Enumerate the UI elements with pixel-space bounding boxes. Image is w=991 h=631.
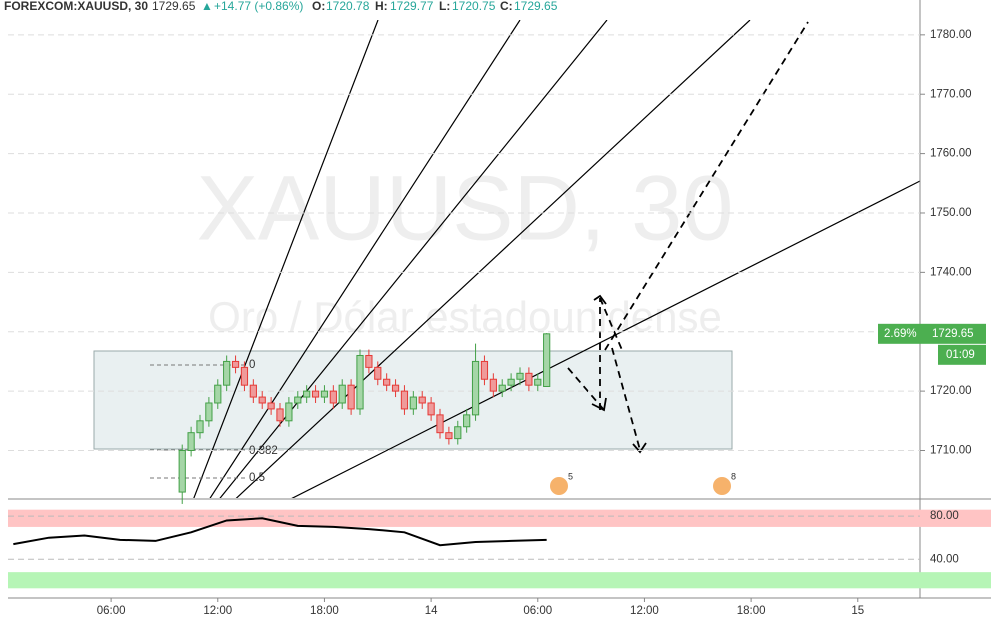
l: 1720.75 [452,0,496,13]
candle-body [471,360,480,416]
indicator-line [13,517,547,547]
x-tick-label: 12:00 [203,605,232,617]
candle-body [480,360,489,380]
event-count: 8 [731,471,736,481]
candle-body [294,396,302,404]
y-tick-label: 1750.00 [930,207,972,219]
candle-body [436,414,444,434]
indicator-band [8,572,991,589]
candle-body [365,354,373,368]
candle-body [303,390,311,398]
symbol: FOREXCOM:XAUUSD, 30 [4,0,148,13]
candle-body [356,354,364,410]
candle-body [427,402,435,416]
change-label-box [878,323,920,344]
y-tick-label: 1710.00 [930,445,972,457]
l-label: L: [439,0,450,13]
candle-body [374,366,382,380]
c: 1729.65 [514,0,558,13]
candle-body [454,426,462,440]
candle-body [525,372,533,386]
candle-body [214,384,222,404]
x-tick-label: 15 [851,605,864,617]
event-icons [548,475,733,497]
candle-body [285,402,293,422]
y-tick-label: 1760.00 [930,148,972,160]
price-label: 1729.65 [932,328,974,340]
candle-body [178,449,186,493]
candle-body [231,360,240,368]
candle-body [383,378,391,386]
y-tick-label: 1770.00 [930,88,972,100]
indicator-tick-label: 80.00 [930,510,959,522]
x-tick-label: 06:00 [97,605,126,617]
c-label: C: [500,0,513,13]
candle-body [258,396,266,404]
x-tick-label: 18:00 [310,605,339,617]
y-tick-label: 1780.00 [930,29,972,41]
candle-body [311,390,320,398]
candle-body [187,432,195,451]
header: FOREXCOM:XAUUSD, 30 1729.65 ▲ +14.77 (+0… [4,0,558,13]
candle-body [249,384,257,398]
o-label: O: [312,0,325,13]
indicator-band [8,509,991,527]
event-count: 5 [568,471,573,481]
x-tick-label: 06:00 [523,605,552,617]
candle-body [320,390,329,398]
candle-body [516,372,524,380]
fib-label: 0.5 [249,472,265,484]
candle-body [498,384,506,392]
fib-label: 0.382 [249,445,278,457]
candle-body [400,390,409,410]
x-tick-label: 14 [425,605,438,617]
countdown-box [938,344,986,365]
candle-body [205,402,213,422]
candle-body [534,378,542,386]
watermark: XAUUSD, 30 [197,157,734,259]
candle-body [329,390,337,404]
last: 1729.65 [152,0,196,13]
watermark-subtitle: Oro / Dólar estadounidense [208,293,722,340]
candle-body [223,360,231,386]
change: +14.77 (+0.86%) [214,0,303,13]
indicator-tick-label: 40.00 [930,553,959,565]
candle-body [463,414,471,428]
y-tick-label: 1740.00 [930,266,972,278]
h: 1729.77 [390,0,434,13]
fib-label: 0 [249,359,255,371]
h-label: H: [375,0,388,13]
countdown: 01:09 [946,349,975,361]
candle-body [196,420,204,434]
x-tick-label: 12:00 [630,605,659,617]
arrow: ▲ [201,0,213,13]
y-tick-label: 1720.00 [930,385,972,397]
candle-body [543,333,551,387]
candle-body [240,366,249,386]
candle-body [445,432,453,440]
candle-body [391,384,400,392]
candle-body [489,378,497,392]
candle-body [418,396,426,404]
candle-body [338,384,346,404]
candle-body [276,408,284,422]
candle-body [409,396,417,410]
candle-body [347,384,355,410]
price-label-box [920,323,986,344]
x-tick-label: 18:00 [737,605,766,617]
o: 1720.78 [326,0,370,13]
change-label: 2.69% [884,328,917,340]
candle-body [507,378,515,386]
candle-body [267,402,275,410]
